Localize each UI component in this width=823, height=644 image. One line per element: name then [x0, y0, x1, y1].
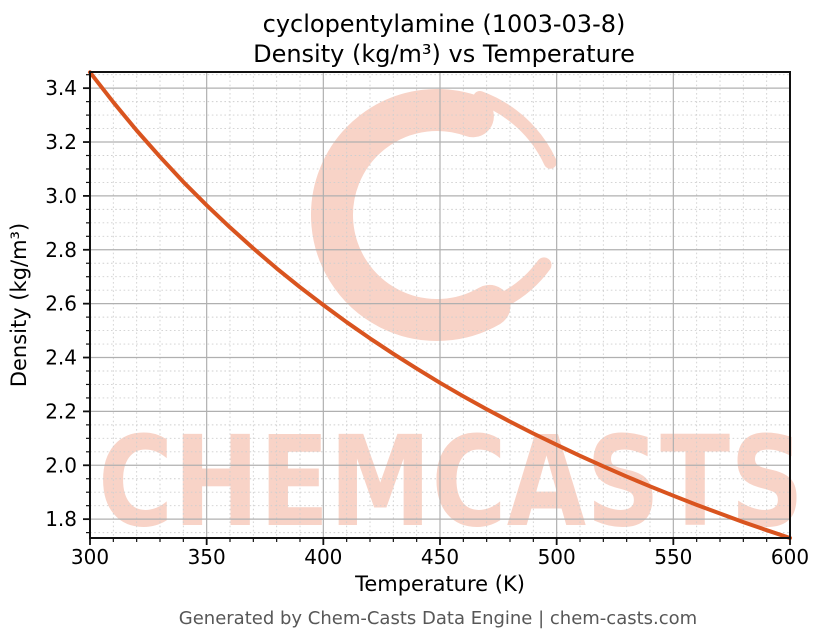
y-tick-label: 2.6 [45, 292, 77, 316]
y-tick-label: 3.4 [45, 76, 77, 100]
chart-title: cyclopentylamine (1003-03-8) [263, 10, 626, 38]
watermark-arc-tail [482, 257, 552, 314]
x-tick-label: 450 [421, 545, 459, 569]
x-tick-label: 550 [654, 545, 692, 569]
watermark-arc-main [311, 89, 511, 341]
chart-subtitle: Density (kg/m³) vs Temperature [253, 40, 635, 68]
y-tick-label: 2.4 [45, 346, 77, 370]
tick-labels: 300 350 400 450 500 550 600 1.8 2.0 2.2 2.4 2.6 2.8 3… [45, 76, 809, 569]
y-tick-label: 2.8 [45, 238, 77, 262]
data-series [88, 70, 792, 540]
y-tick-label: 1.8 [45, 507, 77, 531]
y-tick-label: 3.2 [45, 130, 77, 154]
x-tick-label: 500 [538, 545, 576, 569]
x-tick-label: 600 [771, 545, 809, 569]
chemcasts-text-watermark: CHEMCASTS [98, 410, 804, 555]
y-axis-label: Density (kg/m³) [7, 223, 31, 387]
y-tick-label: 2.0 [45, 453, 77, 477]
density-curve [88, 70, 792, 540]
x-tick-label: 300 [71, 545, 109, 569]
axis-ticks [83, 74, 791, 545]
watermark-arc-top-swoosh [473, 91, 557, 169]
chemcasts-logo-watermark [311, 89, 557, 341]
x-tick-label: 350 [188, 545, 226, 569]
y-tick-label: 3.0 [45, 184, 77, 208]
footer-credit: Generated by Chem-Casts Data Engine | ch… [179, 608, 697, 629]
x-axis-label: Temperature (K) [354, 572, 525, 596]
y-tick-label: 2.2 [45, 399, 77, 423]
x-tick-label: 400 [304, 545, 342, 569]
